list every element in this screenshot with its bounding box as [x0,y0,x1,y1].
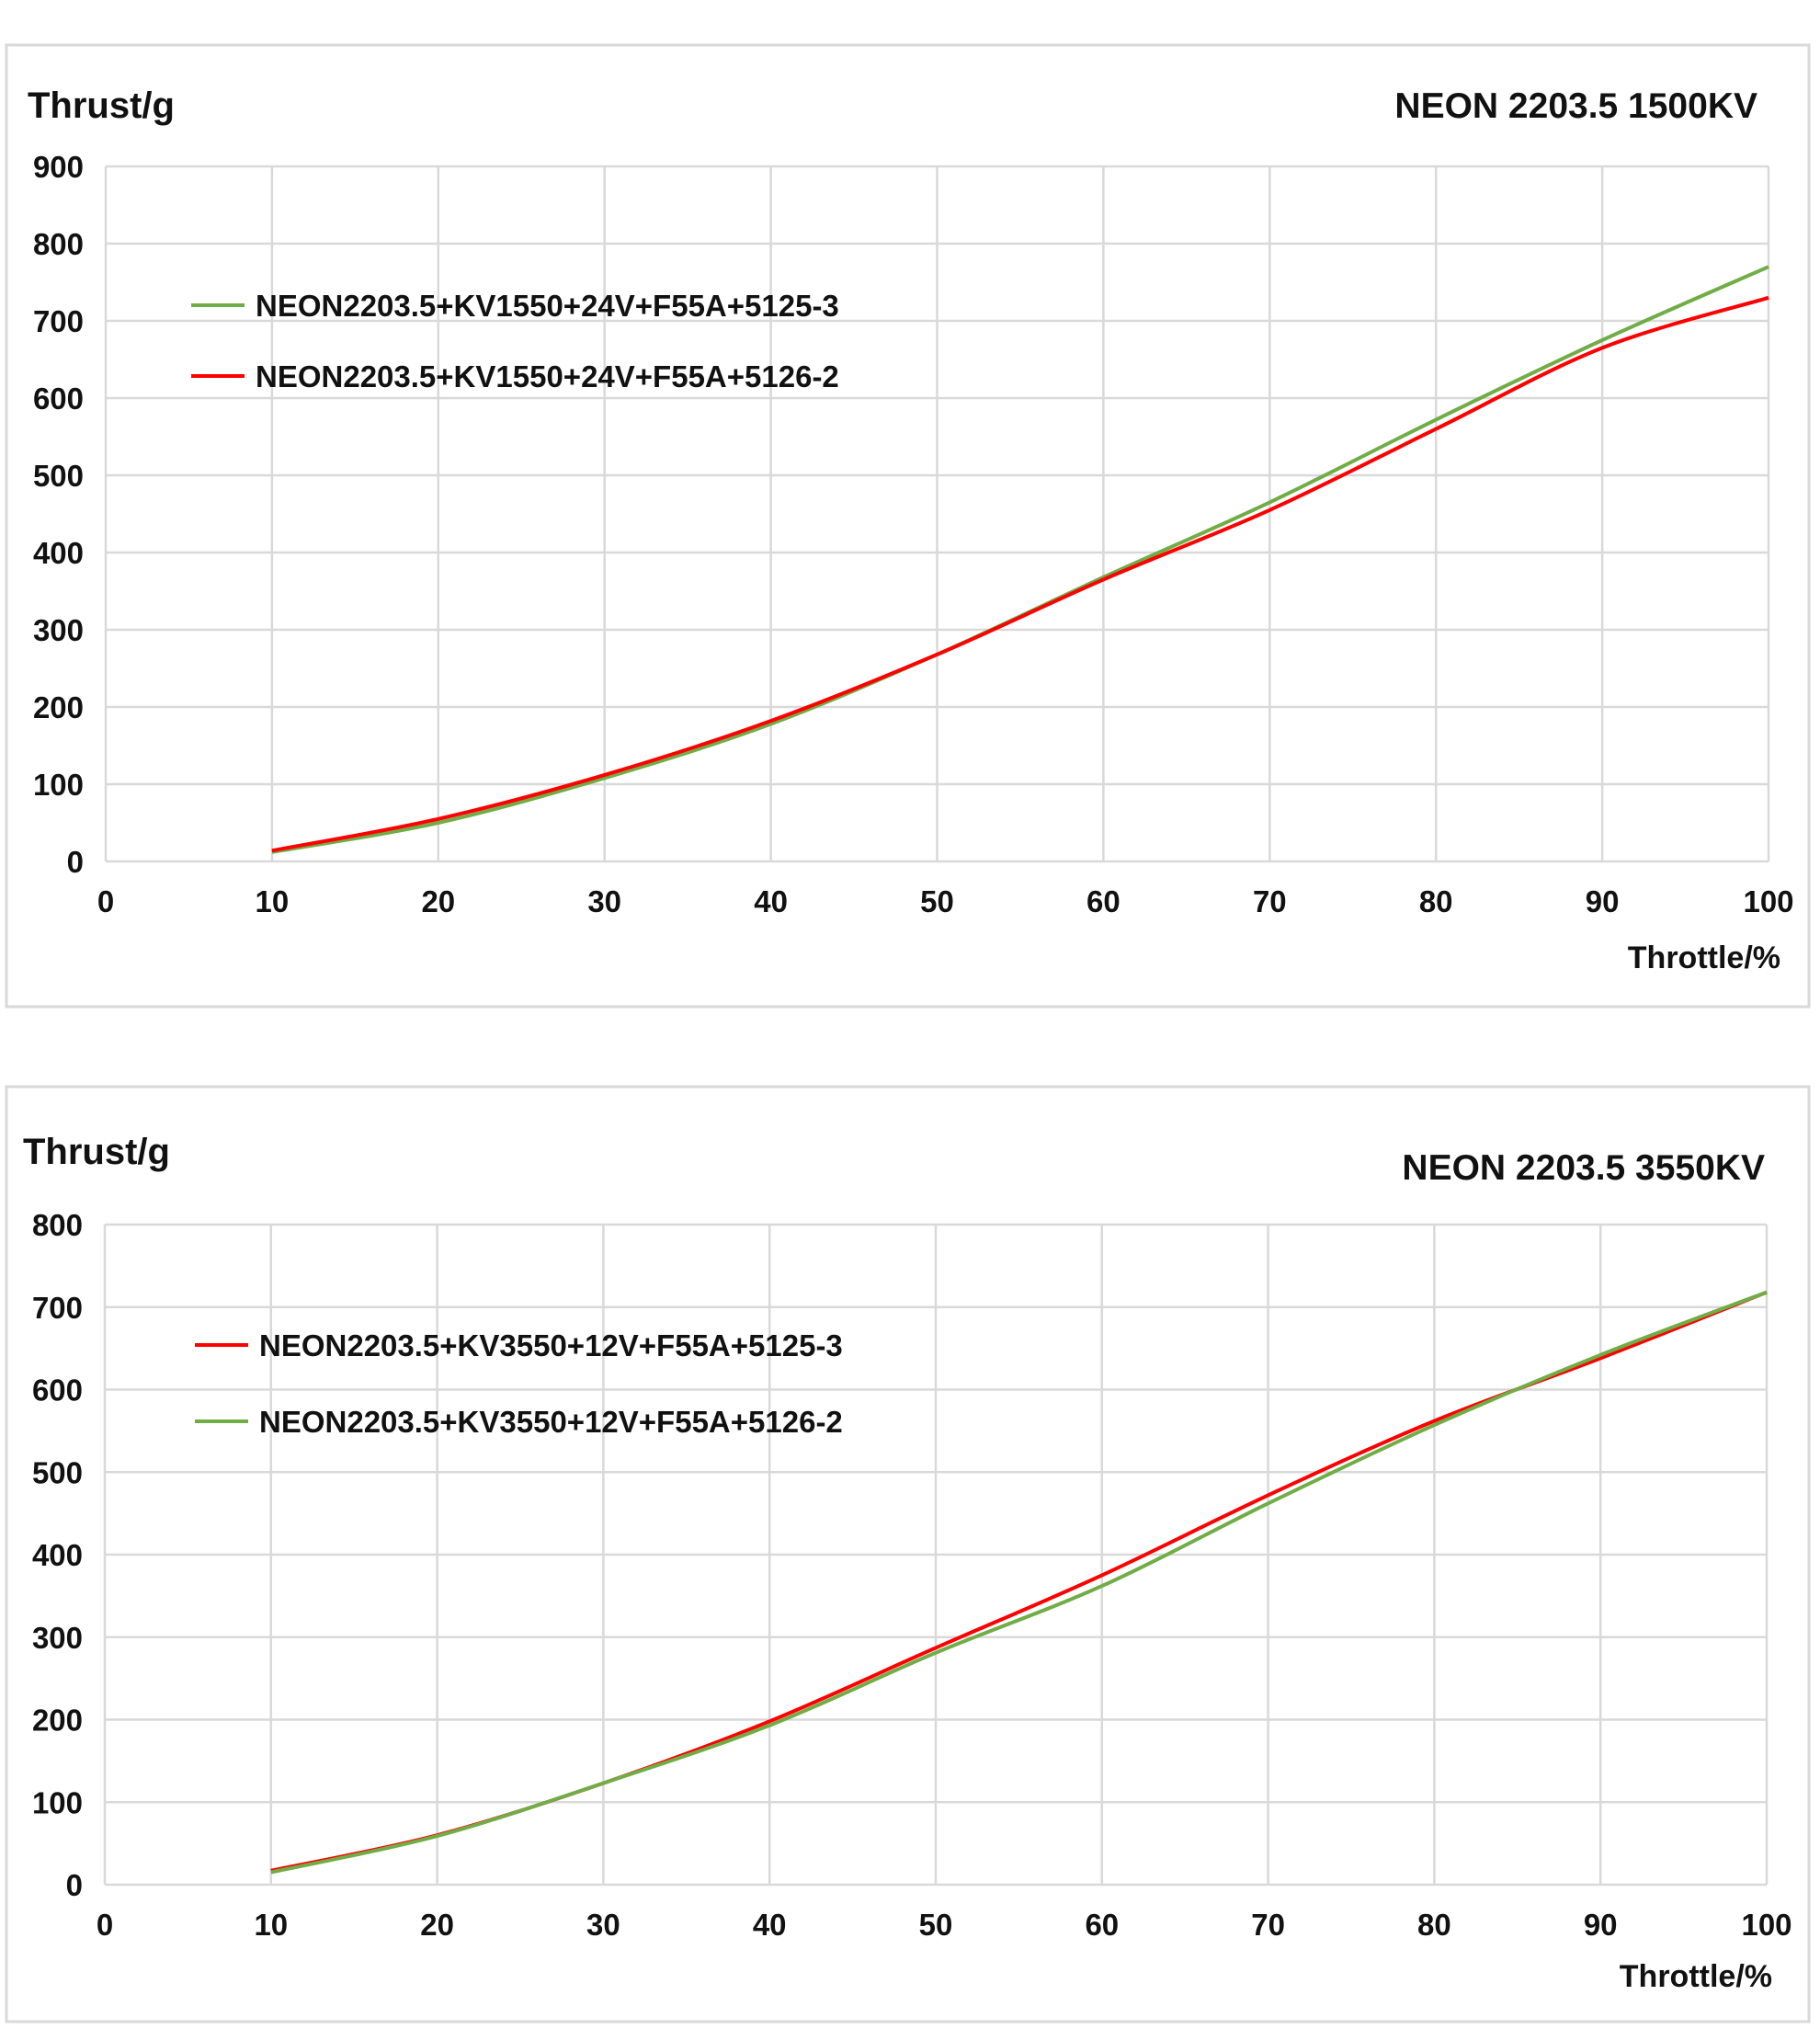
y-tick-label: 100 [33,768,84,802]
y-tick-label: 400 [32,1538,83,1572]
y-tick-label: 300 [33,613,84,647]
y-tick-label: 600 [32,1374,83,1408]
x-tick-label: 0 [97,1908,113,1942]
y-tick-label: 300 [32,1621,83,1655]
y-tick-label: 100 [32,1785,83,1819]
y-tick-label: 400 [33,536,84,570]
x-tick-label: 100 [1743,884,1793,918]
series-line-2 [270,1290,1768,1875]
x-tick-label: 80 [1417,1908,1451,1942]
x-tick-label: 20 [420,1908,454,1942]
y-tick-label: 800 [33,227,84,261]
x-tick-label: 60 [1085,1908,1119,1942]
x-tick-label: 100 [1741,1908,1792,1942]
x-tick-label: 40 [754,884,788,918]
x-tick-label: 20 [421,884,455,918]
x-axis-title: Throttle/% [1620,1959,1772,1994]
y-tick-label: 200 [32,1704,83,1738]
y-tick-label: 0 [67,845,84,879]
x-tick-label: 40 [753,1908,787,1942]
x-tick-label: 70 [1251,1908,1285,1942]
y-tick-label: 900 [33,150,84,184]
x-axis-title: Throttle/% [1628,940,1780,975]
x-tick-label: 0 [97,884,114,918]
chart-2: 0 100 200 300 400 500 600 700 800 0 10 20 30 40 50 60 70… [5,1085,1811,2023]
y-axis-title: Thrust/g [28,85,175,126]
x-tick-label: 10 [254,1908,288,1942]
y-tick-label: 500 [33,459,84,493]
legend-label: NEON2203.5+KV1550+24V+F55A+5125-3 [256,289,839,323]
y-axis-title: Thrust/g [23,1132,170,1172]
y-tick-label: 700 [33,304,84,338]
x-tick-label: 80 [1419,884,1453,918]
chart-1: 0 100 200 300 400 500 600 700 800 900 0 10 20 30 40 50 6… [5,43,1811,1009]
x-tick-label: 50 [919,1908,953,1942]
x-tick-label: 50 [920,884,954,918]
x-tick-label: 30 [586,1908,620,1942]
legend-label: NEON2203.5+KV1550+24V+F55A+5126-2 [256,359,839,393]
x-tick-label: 60 [1086,884,1120,918]
y-tick-label: 200 [33,690,84,724]
y-tick-label: 600 [33,382,84,416]
x-tick-label: 90 [1586,884,1620,918]
chart-title: NEON 2203.5 1500KV [1394,86,1757,126]
legend-label: NEON2203.5+KV3550+12V+F55A+5126-2 [259,1405,843,1439]
legend-label: NEON2203.5+KV3550+12V+F55A+5125-3 [259,1328,843,1362]
y-tick-label: 500 [32,1455,83,1489]
x-tick-label: 70 [1253,884,1287,918]
y-tick-label: 800 [32,1208,83,1242]
x-tick-label: 10 [256,884,290,918]
y-tick-label: 0 [66,1868,83,1902]
x-tick-label: 30 [587,884,621,918]
series-line-2 [271,295,1769,853]
chart-title: NEON 2203.5 3550KV [1402,1148,1765,1188]
y-tick-label: 700 [32,1291,83,1325]
x-tick-label: 90 [1584,1908,1618,1942]
